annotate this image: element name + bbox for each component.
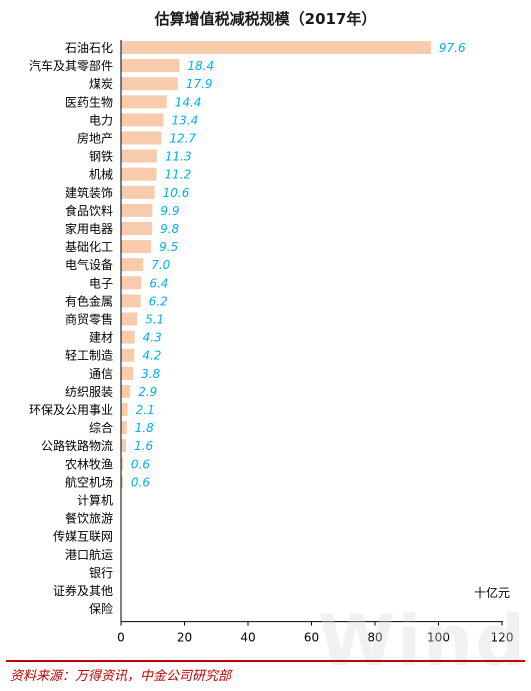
category-label: 综合 xyxy=(89,420,113,435)
category-label: 银行 xyxy=(89,566,113,580)
category-label: 机械 xyxy=(89,167,113,182)
bar xyxy=(121,439,127,453)
data-label: 4.3 xyxy=(143,331,162,345)
source-divider xyxy=(6,660,525,662)
data-label: 1.6 xyxy=(134,439,153,453)
category-label: 商贸零售 xyxy=(65,312,113,327)
bar xyxy=(121,95,167,109)
category-label: 家用电器 xyxy=(65,221,113,236)
bar xyxy=(121,240,152,254)
bar xyxy=(121,294,141,308)
category-label: 电子 xyxy=(89,276,113,290)
data-label: 9.9 xyxy=(160,204,179,218)
bar xyxy=(121,258,144,272)
category-label: 农林牧渔 xyxy=(65,457,113,471)
data-label: 17.9 xyxy=(186,77,213,91)
unit-label: 十亿元 xyxy=(474,585,510,600)
category-label: 保险 xyxy=(89,601,113,616)
bar xyxy=(121,457,123,471)
category-label: 房地产 xyxy=(77,131,113,146)
category-label: 煤炭 xyxy=(89,77,113,91)
bar xyxy=(121,348,135,362)
data-label: 14.4 xyxy=(175,95,202,109)
data-label: 7.0 xyxy=(151,258,170,272)
category-label: 建筑装饰 xyxy=(65,185,113,200)
bar xyxy=(121,403,128,416)
bar xyxy=(121,366,134,380)
x-tick-label: 0 xyxy=(117,631,125,645)
data-label: 3.8 xyxy=(141,367,160,381)
category-label: 汽车及其零部件 xyxy=(29,58,113,73)
bar xyxy=(121,167,157,181)
x-tick-label: 80 xyxy=(367,631,382,645)
category-label: 餐饮旅游 xyxy=(65,511,113,526)
bar xyxy=(121,149,157,163)
data-label: 5.1 xyxy=(145,313,164,327)
category-label: 航空机场 xyxy=(65,474,113,489)
category-label: 石油石化 xyxy=(65,41,113,55)
data-label: 9.8 xyxy=(160,222,179,236)
data-label: 0.6 xyxy=(131,475,150,489)
data-label: 97.6 xyxy=(439,41,466,55)
bar xyxy=(121,330,135,344)
data-label: 6.4 xyxy=(149,276,168,290)
bar xyxy=(121,131,162,145)
data-label: 11.2 xyxy=(165,168,192,182)
data-label: 1.8 xyxy=(135,421,154,435)
bar xyxy=(121,113,164,127)
x-tick-label: 20 xyxy=(177,631,192,645)
bar xyxy=(121,222,153,235)
data-label: 12.7 xyxy=(169,132,196,146)
category-label: 钢铁 xyxy=(89,150,113,164)
category-label: 环保及公用事业 xyxy=(29,403,113,417)
data-label: 18.4 xyxy=(187,59,214,73)
data-label: 11.3 xyxy=(165,150,192,164)
bar xyxy=(121,41,431,54)
category-label: 基础化工 xyxy=(65,240,113,254)
bar xyxy=(121,203,153,217)
category-label: 轻工制造 xyxy=(65,349,113,363)
bar xyxy=(121,77,178,91)
x-tick-label: 100 xyxy=(427,631,450,645)
bar xyxy=(121,185,155,199)
data-label: 0.6 xyxy=(131,457,150,471)
x-tick-label: 40 xyxy=(240,631,255,645)
category-label: 证券及其他 xyxy=(53,583,113,598)
data-label: 9.5 xyxy=(159,240,178,254)
x-tick-label: 60 xyxy=(304,631,319,645)
bar xyxy=(121,59,180,73)
category-label: 通信 xyxy=(89,367,113,381)
data-label: 6.2 xyxy=(149,294,168,308)
category-label: 有色金属 xyxy=(65,293,113,308)
data-label: 2.9 xyxy=(138,385,157,399)
bar xyxy=(121,276,142,290)
chart-title: 估算增值税减税规模（2017年） xyxy=(154,10,377,28)
category-label: 建材 xyxy=(89,331,113,345)
category-label: 计算机 xyxy=(77,493,113,508)
category-label: 港口航运 xyxy=(65,547,113,562)
category-label: 食品饮料 xyxy=(65,203,113,218)
bar xyxy=(121,421,127,435)
category-label: 医药生物 xyxy=(65,95,113,109)
data-label: 2.1 xyxy=(136,403,155,417)
category-label: 公路铁路物流 xyxy=(41,438,113,453)
category-label: 电气设备 xyxy=(65,257,113,272)
bar xyxy=(121,384,131,398)
category-label: 电力 xyxy=(89,113,113,127)
wind-watermark: Wind xyxy=(318,600,528,682)
data-label: 4.2 xyxy=(142,349,161,363)
bar xyxy=(121,312,138,326)
category-label: 纺织服装 xyxy=(65,385,113,399)
source-note: 资料来源：万得资讯，中金公司研究部 xyxy=(10,669,232,684)
bar xyxy=(121,475,123,489)
data-label: 13.4 xyxy=(172,113,199,127)
category-label: 传媒互联网 xyxy=(53,529,113,544)
x-tick-label: 120 xyxy=(491,631,514,645)
data-label: 10.6 xyxy=(163,186,190,200)
